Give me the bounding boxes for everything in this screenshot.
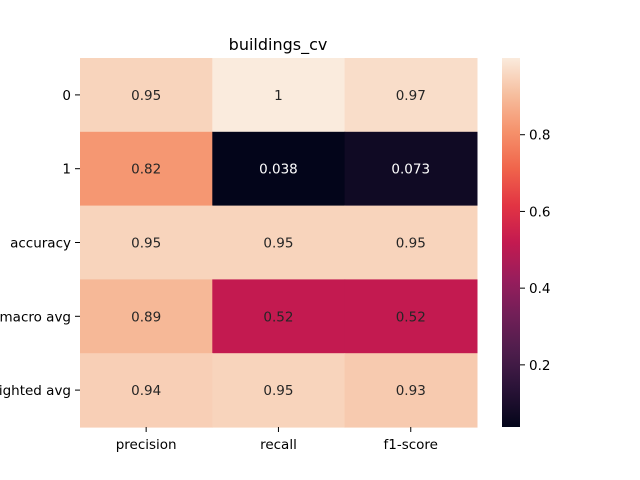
y-tick-label: macro avg: [0, 309, 71, 325]
heatmap-cells: 0.95 1 0.97 0.82 0.038 0.073 0.95 0.95 0.95 0.89 0…: [80, 58, 478, 428]
cell-annotation: 1: [274, 88, 283, 104]
chart-title: buildings_cv: [229, 35, 328, 55]
x-tick-labels: precision recall f1-score: [116, 427, 438, 453]
heatmap-cell: [212, 279, 346, 354]
heatmap-cell: [212, 131, 346, 207]
cell-annotation: 0.97: [396, 88, 426, 104]
heatmap-cell: [212, 205, 346, 280]
cell-annotation: 0.038: [259, 162, 298, 178]
x-tick-label: f1-score: [384, 437, 439, 453]
heatmap-cell: [212, 353, 346, 428]
y-tick-labels: 0 1 accuracy macro avg weighted avg: [0, 88, 80, 399]
y-tick-label: 1: [62, 162, 71, 178]
cell-annotation: 0.89: [131, 309, 161, 325]
heatmap-cell: [344, 131, 478, 207]
heatmap-cell: [80, 353, 213, 428]
heatmap-cell: [80, 131, 213, 207]
heatmap-cell: [344, 279, 478, 354]
cell-annotation: 0.52: [396, 309, 426, 325]
colorbar-tick-label: 0.2: [529, 358, 550, 374]
colorbar-tick-label: 0.8: [529, 128, 550, 144]
cell-annotation: 0.073: [391, 162, 430, 178]
heatmap-cell: [344, 353, 478, 428]
cell-annotation: 0.82: [131, 162, 161, 178]
cell-annotation: 0.95: [396, 236, 426, 252]
y-tick-label: weighted avg: [0, 383, 71, 399]
heatmap-cell: [80, 58, 213, 133]
cell-annotation: 0.95: [263, 383, 293, 399]
x-tick-label: recall: [260, 437, 297, 453]
heatmap-cell: [344, 205, 478, 280]
colorbar: 0.2 0.4 0.6 0.8: [502, 58, 550, 427]
cell-annotation: 0.95: [263, 236, 293, 252]
heatmap-cell: [344, 58, 478, 133]
heatmap-cell: [80, 279, 213, 354]
cell-annotation: 0.52: [263, 309, 293, 325]
colorbar-tick-label: 0.4: [529, 281, 550, 297]
cell-annotation: 0.95: [131, 88, 161, 104]
x-tick-label: precision: [116, 437, 177, 453]
y-tick-label: 0: [62, 88, 71, 104]
colorbar-gradient: [502, 58, 520, 427]
cell-annotation: 0.93: [396, 383, 426, 399]
cell-annotation: 0.94: [131, 383, 161, 399]
cell-annotation: 0.95: [131, 236, 161, 252]
y-tick-label: accuracy: [10, 236, 71, 252]
colorbar-tick-label: 0.6: [529, 204, 550, 220]
heatmap-cell: [80, 205, 213, 280]
heatmap-cell: [212, 58, 346, 133]
